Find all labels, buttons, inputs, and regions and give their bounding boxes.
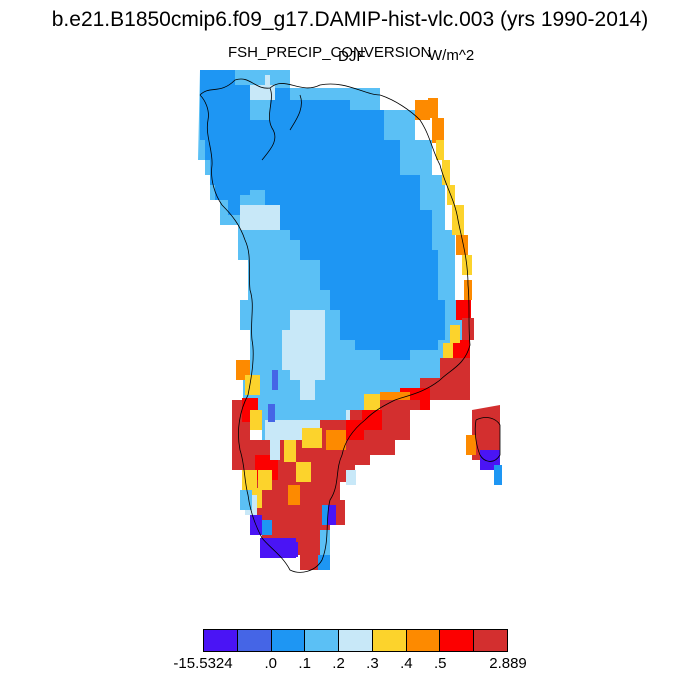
pale-patch	[240, 205, 280, 230]
map-cell	[288, 485, 300, 505]
colorbar-swatch	[271, 630, 306, 651]
pale-patch	[300, 380, 315, 400]
map-cell	[442, 160, 450, 185]
map-cell	[284, 440, 296, 462]
colorbar-tick-label: .4	[400, 655, 413, 672]
light-patch	[262, 380, 274, 405]
colorbar-swatch	[204, 630, 238, 651]
map-cell	[200, 80, 230, 130]
light-patch	[250, 100, 270, 120]
colorbar-swatch	[474, 630, 508, 651]
map-cell	[262, 520, 272, 535]
map-cell	[415, 100, 430, 120]
map-cell	[248, 398, 258, 418]
red-region	[300, 400, 420, 500]
map-cell	[346, 470, 356, 485]
colorbar-tick-label: .3	[366, 655, 379, 672]
map-field-cells	[198, 70, 502, 570]
map-cell	[258, 470, 272, 490]
coastline-path	[199, 78, 471, 573]
colorbar-tick-label: 2.889	[489, 655, 527, 672]
map-cell	[456, 300, 471, 320]
blue-cell	[268, 404, 275, 422]
coastline-path	[261, 87, 276, 161]
ice-sheet-mid	[200, 70, 445, 360]
coastline-path	[289, 94, 302, 131]
map-cell	[462, 318, 474, 340]
map-cell	[270, 440, 280, 460]
east-island	[472, 405, 500, 470]
map-cell	[255, 85, 275, 100]
colorbar-swatch	[305, 630, 340, 651]
map-cell	[362, 410, 382, 430]
coastline-path	[474, 417, 501, 462]
map-cell	[320, 530, 330, 560]
map-cell	[450, 340, 470, 360]
pale-patch	[290, 310, 325, 380]
plot-title: b.e21.B1850cmip6.f09_g17.DAMIP-hist-vlc.…	[51, 8, 649, 31]
map-cell	[428, 98, 438, 118]
season-label: DJF	[338, 48, 366, 65]
map-cell	[436, 140, 444, 160]
map-cell	[250, 410, 262, 430]
colorbar-tick-label: .1	[298, 655, 311, 672]
colorbar-tick-label: .2	[332, 655, 345, 672]
variable-name: FSH_PRECIP_CONVERSION	[228, 44, 432, 61]
map-cell	[302, 428, 322, 448]
colorbar-swatch	[406, 630, 441, 651]
map-cell	[443, 343, 453, 358]
colorbar-tick-label: .0	[264, 655, 278, 672]
map-cell	[240, 490, 252, 510]
colorbar	[203, 629, 508, 652]
map-cell	[235, 70, 265, 85]
map-cell	[462, 255, 472, 275]
colorbar-swatch	[372, 630, 407, 651]
map-cell	[420, 378, 470, 400]
pale-patch	[282, 330, 292, 370]
map-cell	[364, 394, 380, 410]
map-cell	[296, 462, 311, 482]
map-cell	[494, 465, 502, 485]
map-cell	[318, 555, 330, 570]
map-cell	[326, 430, 346, 450]
colorbar-swatch	[339, 630, 373, 651]
map-cell	[278, 542, 298, 557]
coastline	[199, 78, 501, 573]
map-cell	[245, 375, 260, 395]
map-cell	[450, 325, 460, 343]
colorbar-swatch	[440, 630, 475, 651]
units-label: W/m^2	[428, 47, 475, 64]
map-cell	[432, 118, 444, 143]
map-cell	[328, 505, 336, 525]
blue-cell	[272, 370, 278, 390]
map-cell	[456, 235, 468, 255]
colorbar-tick-label: -15.5324	[173, 655, 233, 672]
colorbar-swatch	[237, 630, 272, 651]
map-cell	[332, 462, 350, 482]
colorbar-tick-label: .5	[433, 655, 447, 672]
map-cell	[268, 460, 278, 480]
map-cell	[466, 435, 476, 455]
map-cell	[322, 505, 332, 525]
